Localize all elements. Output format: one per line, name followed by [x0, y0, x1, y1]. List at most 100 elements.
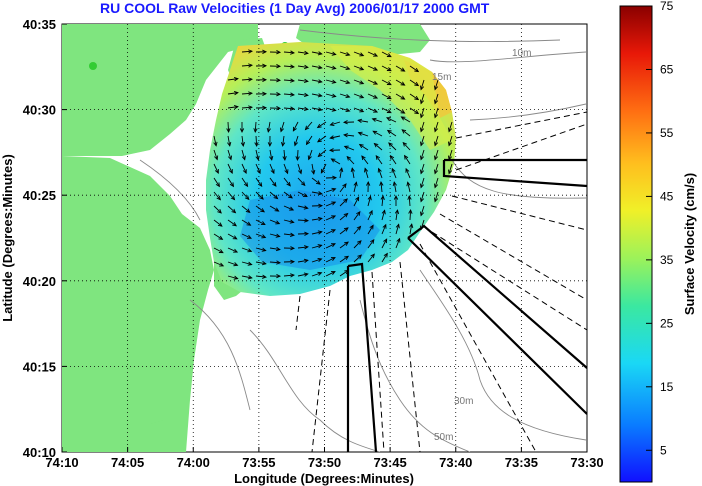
velocity-arrow [394, 209, 400, 221]
velocity-arrow [297, 50, 309, 56]
velocity-arrow [405, 167, 411, 179]
velocity-arrow [329, 121, 341, 126]
velocity-arrow [358, 143, 369, 151]
velocity-arrow [367, 65, 379, 71]
velocity-arrow [434, 149, 439, 161]
velocity-arrow [297, 163, 303, 175]
velocity-arrow [241, 275, 253, 280]
colorbar-tick-label: 75 [660, 0, 674, 13]
velocity-arrow [325, 257, 336, 263]
x-tick-label: 73:45 [374, 455, 407, 470]
velocity-arrow [367, 93, 379, 99]
velocity-arrow [381, 107, 392, 114]
velocity-arrow [353, 211, 361, 221]
bathymetry-contours [139, 29, 587, 452]
velocity-arrow [227, 247, 239, 253]
velocity-arrow [269, 106, 282, 111]
velocity-arrow [255, 91, 268, 96]
velocity-arrow [241, 261, 253, 266]
velocity-arrow [434, 135, 439, 147]
velocity-arrow [311, 79, 323, 84]
velocity-arrow [361, 155, 369, 165]
velocity-arrow [395, 237, 401, 249]
velocity-arrow [379, 181, 384, 193]
velocity-arrow [386, 117, 397, 123]
colorbar-tick-label: 55 [660, 126, 674, 140]
velocity-arrow [295, 149, 300, 162]
colorbar-tick-label: 5 [660, 443, 667, 457]
land-mass-nj-shore [62, 156, 214, 452]
velocity-arrow [255, 274, 267, 279]
velocity-arrow [409, 79, 420, 87]
velocity-arrow [227, 191, 236, 201]
velocity-arrow [255, 177, 263, 188]
y-axis-label: Latitude (Degrees:Minutes) [0, 154, 15, 322]
velocity-arrow [213, 177, 220, 188]
velocity-arrow [420, 191, 425, 203]
contour-label-30m: 30m [454, 396, 473, 407]
velocity-arrow [283, 78, 295, 83]
velocity-arrow [353, 51, 365, 57]
velocity-arrow [381, 51, 392, 58]
velocity-arrow [420, 149, 425, 161]
x-tick-label: 73:50 [308, 455, 341, 470]
velocity-arrow [266, 121, 271, 133]
velocity-arrow [339, 241, 349, 249]
velocity-arrow [255, 191, 264, 200]
velocity-arrow [316, 121, 327, 129]
contour-label-15m: 15m [432, 72, 451, 83]
velocity-arrow [325, 201, 337, 207]
velocity-arrow [269, 233, 281, 238]
velocity-arrow [283, 64, 295, 69]
colorbar-tick-label: 45 [660, 189, 674, 203]
velocity-arrow [406, 181, 411, 193]
velocity-arrow [367, 79, 379, 85]
velocity-arrow [269, 78, 282, 83]
velocity-arrow [400, 116, 411, 123]
velocity-arrow [420, 177, 425, 189]
velocity-arrow [297, 64, 309, 70]
velocity-arrow [283, 219, 295, 224]
velocity-arrow [395, 107, 406, 114]
graticule [62, 24, 587, 452]
velocity-arrow [311, 163, 316, 175]
velocity-arrow [339, 167, 344, 179]
velocity-arrow [227, 275, 239, 280]
velocity-arrow [253, 121, 258, 134]
velocity-arrow [353, 196, 360, 207]
velocity-arrow [311, 257, 323, 263]
velocity-arrow [320, 163, 327, 174]
velocity-arrow [255, 63, 268, 68]
velocity-arrow [367, 253, 375, 263]
radar-lines [295, 111, 587, 452]
velocity-arrow [420, 93, 425, 105]
velocity-arrow [227, 104, 239, 110]
velocity-arrow [255, 77, 268, 82]
velocity-arrow [357, 118, 369, 124]
velocity-arrow [339, 107, 351, 113]
velocity-arrow [241, 219, 252, 226]
velocity-arrow [269, 92, 282, 97]
contour-label-10m: 10m [512, 48, 531, 59]
velocity-arrow [227, 177, 235, 188]
velocity-arrow [372, 130, 383, 137]
velocity-arrow [371, 117, 383, 123]
velocity-arrow [367, 224, 374, 235]
y-axis-ticks: 40:35 40:30 40:25 40:20 40:15 40:10 [23, 17, 67, 460]
velocity-arrow [367, 107, 379, 113]
velocity-arrow [381, 238, 388, 249]
velocity-arrow [241, 163, 247, 175]
velocity-arrow [213, 219, 223, 227]
x-axis-label: Longitude (Degrees:Minutes) [234, 471, 414, 486]
velocity-arrow [297, 78, 309, 84]
velocity-arrow [254, 135, 259, 148]
velocity-arrow [227, 261, 239, 267]
velocity-arrow [269, 246, 281, 252]
velocity-arrow [255, 219, 266, 226]
velocity-arrow [408, 208, 413, 221]
velocity-arrow [311, 177, 321, 185]
velocity-arrow [311, 216, 323, 222]
velocity-arrow [434, 93, 439, 105]
velocity-arrow [353, 79, 365, 85]
